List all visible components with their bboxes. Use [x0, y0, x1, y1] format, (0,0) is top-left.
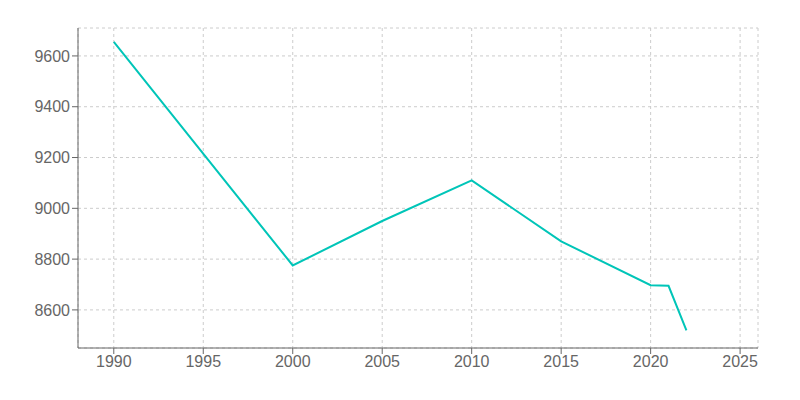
svg-text:9400: 9400 [34, 98, 70, 115]
svg-text:1995: 1995 [185, 353, 221, 370]
svg-text:8800: 8800 [34, 251, 70, 268]
svg-text:2000: 2000 [275, 353, 311, 370]
svg-text:2015: 2015 [543, 353, 579, 370]
svg-text:2025: 2025 [722, 353, 758, 370]
svg-text:9000: 9000 [34, 200, 70, 217]
svg-text:9600: 9600 [34, 48, 70, 65]
svg-text:1990: 1990 [96, 353, 132, 370]
svg-text:9200: 9200 [34, 149, 70, 166]
svg-text:2020: 2020 [633, 353, 669, 370]
svg-text:2005: 2005 [364, 353, 400, 370]
svg-text:8600: 8600 [34, 302, 70, 319]
svg-text:2010: 2010 [454, 353, 490, 370]
